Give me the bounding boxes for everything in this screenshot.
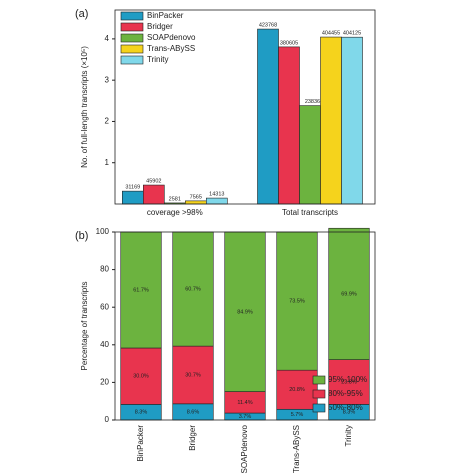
value-label: 23.8%	[341, 379, 357, 385]
legend-swatch	[312, 375, 326, 385]
legend-label: SOAPdenovo	[147, 33, 196, 42]
value-label: 30.0%	[133, 374, 149, 380]
value-label: 7565	[190, 194, 202, 200]
value-label: 31169	[125, 185, 140, 191]
value-label: 45902	[146, 179, 161, 185]
legend-swatch	[120, 11, 144, 21]
y-axis-label: No. of full-length transcripts (×10⁵)	[80, 46, 89, 168]
y-tick-label: 1	[105, 158, 110, 167]
value-label: 5.7%	[291, 412, 304, 418]
value-label: 30.7%	[185, 372, 201, 378]
x-tick-label: BinPacker	[136, 425, 145, 462]
value-label: 238364	[305, 99, 323, 105]
x-tick-label: Total transcripts	[282, 208, 338, 217]
value-label: 404125	[343, 31, 361, 37]
x-tick-label: Bridger	[188, 425, 197, 451]
value-label: 20.8%	[289, 387, 305, 393]
y-tick-label: 0	[105, 415, 110, 424]
bar-segment	[276, 369, 318, 410]
bar	[122, 190, 144, 205]
value-label: 69.9%	[341, 291, 357, 297]
bar-segment	[276, 231, 318, 371]
value-label: 14313	[209, 192, 224, 198]
value-label: 8.3%	[135, 410, 148, 416]
value-label: 73.5%	[289, 299, 305, 305]
legend-label: BinPacker	[147, 11, 184, 20]
value-label: 423768	[259, 23, 277, 29]
legend-label: 50%-80%	[328, 403, 363, 412]
legend-swatch	[120, 22, 144, 32]
x-tick-label: SOAPdenovo	[240, 424, 249, 473]
value-label: 8.6%	[187, 409, 200, 415]
bar	[185, 200, 207, 205]
legend-swatch	[120, 55, 144, 65]
y-tick-label: 3	[105, 75, 110, 84]
y-tick-label: 60	[100, 302, 109, 311]
legend-label: 95%-100%	[328, 375, 367, 384]
value-label: 380605	[280, 40, 298, 46]
bar-segment	[328, 227, 370, 360]
value-label: 404455	[322, 31, 340, 37]
value-label: 2581	[169, 196, 181, 202]
bar	[341, 36, 363, 205]
y-tick-label: 20	[100, 378, 109, 387]
legend-label: Trinity	[147, 55, 168, 64]
x-tick-label: coverage >98%	[147, 208, 203, 217]
bar	[320, 36, 342, 205]
value-label: 61.7%	[133, 287, 149, 293]
value-label: 11.4%	[237, 400, 252, 406]
y-tick-label: 40	[100, 340, 109, 349]
legend-label: 80%-95%	[328, 389, 363, 398]
bar	[299, 105, 321, 205]
legend-swatch	[120, 44, 144, 54]
value-label: 8.3%	[343, 410, 356, 416]
bar-segment	[172, 231, 214, 347]
bar	[206, 197, 228, 205]
legend-swatch	[120, 33, 144, 43]
plot-frame	[114, 9, 376, 205]
legend-label: Trans-ABySS	[147, 44, 195, 53]
y-tick-label: 100	[96, 227, 110, 236]
value-label: 3.7%	[239, 414, 252, 420]
legend-swatch	[312, 403, 326, 413]
panel-label: (a)	[75, 8, 88, 20]
y-tick-label: 80	[100, 265, 109, 274]
x-tick-label: Trinity	[344, 425, 353, 446]
legend-swatch	[312, 389, 326, 399]
bar	[278, 46, 300, 205]
bar	[143, 184, 165, 205]
x-tick-label: Trans-ABySS	[292, 425, 301, 473]
y-tick-label: 2	[105, 117, 110, 126]
value-label: 84.9%	[237, 309, 253, 315]
bar-segment	[172, 345, 214, 405]
panel-label: (b)	[75, 230, 88, 242]
bar-segment	[224, 231, 266, 392]
bar-segment	[328, 359, 370, 405]
y-tick-label: 4	[105, 34, 110, 43]
y-axis-label: Percentage of transcripts	[80, 282, 89, 371]
value-label: 60.7%	[185, 287, 201, 293]
plot-frame	[114, 231, 376, 421]
bar	[257, 28, 279, 205]
legend-label: Bridger	[147, 22, 173, 31]
